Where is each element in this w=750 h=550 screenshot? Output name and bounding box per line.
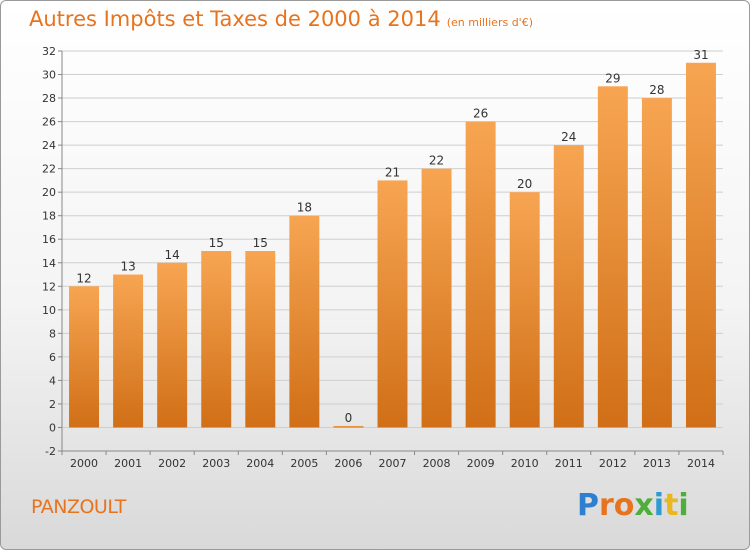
y-tick-label: 20 [42,186,56,199]
y-tick-label: 30 [42,69,56,82]
bar [641,98,672,428]
logo-letter: o [613,488,635,523]
data-label: 29 [605,71,620,85]
y-tick-label: 8 [49,327,56,340]
x-tick-label: 2010 [511,457,539,470]
y-tick-label: 32 [42,45,56,58]
data-label: 18 [297,201,312,215]
bar [685,62,716,428]
y-tick-label: 26 [42,116,56,129]
data-label: 24 [561,130,576,144]
bar [597,86,628,428]
x-tick-label: 2007 [379,457,407,470]
bar [509,192,540,428]
bar [113,274,144,428]
bar [245,251,276,428]
bar [289,215,320,428]
logo-letter: r [599,488,614,523]
x-tick-label: 2006 [334,457,362,470]
data-label: 20 [517,177,532,191]
y-tick-label: 0 [49,421,56,434]
y-tick-label: 10 [42,304,56,317]
data-label: 22 [429,154,444,168]
x-tick-label: 2008 [423,457,451,470]
y-tick-label: 22 [42,163,56,176]
x-tick-label: 2002 [158,457,186,470]
data-label: 15 [209,236,224,250]
bars [69,62,716,428]
data-label: 12 [76,271,91,285]
data-label: 31 [693,48,708,62]
bar [201,251,232,428]
y-tick-label: 2 [49,398,56,411]
logo-letter: t [664,488,679,523]
logo-letter: i [678,488,689,523]
data-labels: 12 13 14 15 15 18 0 21 22 26 20 24 29 28 31 [76,48,708,425]
y-tick-label: 28 [42,92,56,105]
x-tick-label: 2003 [202,457,230,470]
y-tick-label: 24 [42,139,56,152]
x-tick-label: 2012 [599,457,627,470]
logo-letter: P [577,488,599,523]
data-label: 15 [253,236,268,250]
bar [553,145,584,428]
y-tick-label: -2 [45,445,56,458]
bar [69,286,100,428]
data-label: 26 [473,107,488,121]
x-tick-label: 2009 [467,457,495,470]
data-label: 13 [120,260,135,274]
x-tick-label: 2000 [70,457,98,470]
title-text: Autres Impôts et Taxes de 2000 à 2014 [29,7,441,31]
y-tick-label: 16 [42,233,56,246]
chart-title: Autres Impôts et Taxes de 2000 à 2014 (en… [29,7,533,31]
y-tick-label: 6 [49,351,56,364]
x-axis-ticks: 2000 2001 2002 2003 2004 2005 2006 2007 2008 2009… [61,451,724,470]
place-name: PANZOULT [31,496,126,518]
y-tick-label: 12 [42,280,56,293]
x-tick-label: 2005 [290,457,318,470]
data-label: 28 [649,83,664,97]
bar [157,262,188,428]
data-label: 21 [385,165,400,179]
x-tick-label: 2001 [114,457,142,470]
x-tick-label: 2011 [555,457,583,470]
x-tick-label: 2013 [643,457,671,470]
y-tick-label: 14 [42,257,56,270]
x-tick-label: 2004 [246,457,274,470]
bar [421,168,452,428]
unit-label: (en milliers d'€) [446,16,533,29]
proxiti-logo: Proxiti [577,488,689,523]
y-tick-label: 18 [42,210,56,223]
bar [465,121,496,428]
data-label: 14 [165,248,180,262]
bar [377,180,408,428]
logo-letter: i [653,488,665,523]
data-label: 0 [345,411,353,425]
y-tick-label: 4 [49,374,56,387]
bar [333,425,364,428]
logo-letter: x [634,488,654,523]
x-tick-label: 2014 [687,457,715,470]
